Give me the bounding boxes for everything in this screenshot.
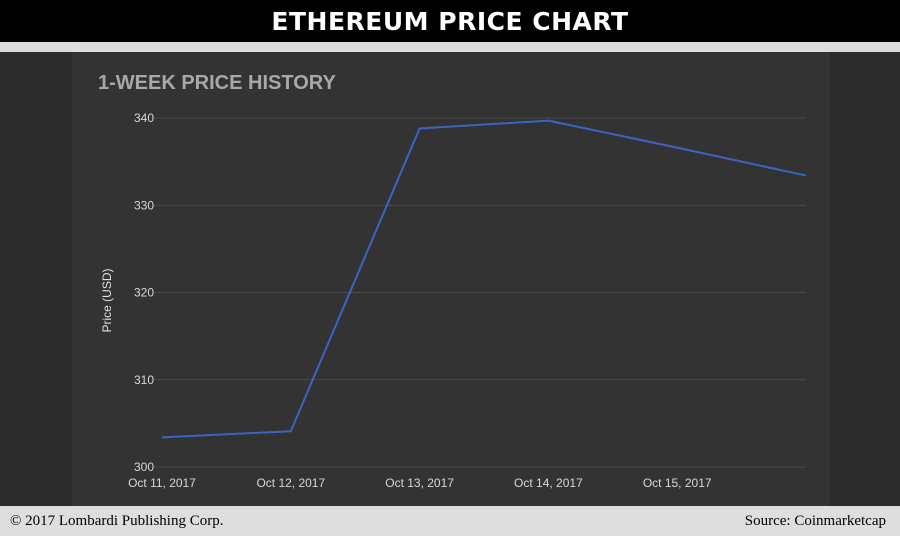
chart-title: 1-WEEK PRICE HISTORY (98, 72, 336, 94)
footer: © 2017 Lombardi Publishing Corp. Source:… (0, 506, 900, 536)
chart-plot-background (72, 52, 830, 506)
source-text: Source: Coinmarketcap (744, 512, 886, 529)
copyright-text: © 2017 Lombardi Publishing Corp. (10, 512, 224, 529)
banner: ETHEREUM PRICE CHART (0, 0, 900, 42)
x-tick-label: Oct 14, 2017 (514, 476, 583, 490)
x-tick-label: Oct 15, 2017 (643, 476, 712, 490)
y-tick-label: 300 (134, 460, 154, 474)
price-series-line (161, 119, 807, 439)
y-tick-label: 310 (134, 373, 154, 387)
y-tick-label: 320 (134, 286, 154, 300)
y-axis-label: Price (USD) (100, 268, 114, 332)
y-tick-label: 340 (134, 111, 154, 125)
x-tick-label: Oct 12, 2017 (256, 476, 325, 490)
x-tick-label: Oct 11, 2017 (128, 476, 196, 490)
banner-title: ETHEREUM PRICE CHART (271, 6, 629, 36)
y-tick-label: 330 (134, 198, 154, 212)
x-tick-label: Oct 13, 2017 (385, 476, 454, 490)
banner-divider (0, 42, 900, 52)
